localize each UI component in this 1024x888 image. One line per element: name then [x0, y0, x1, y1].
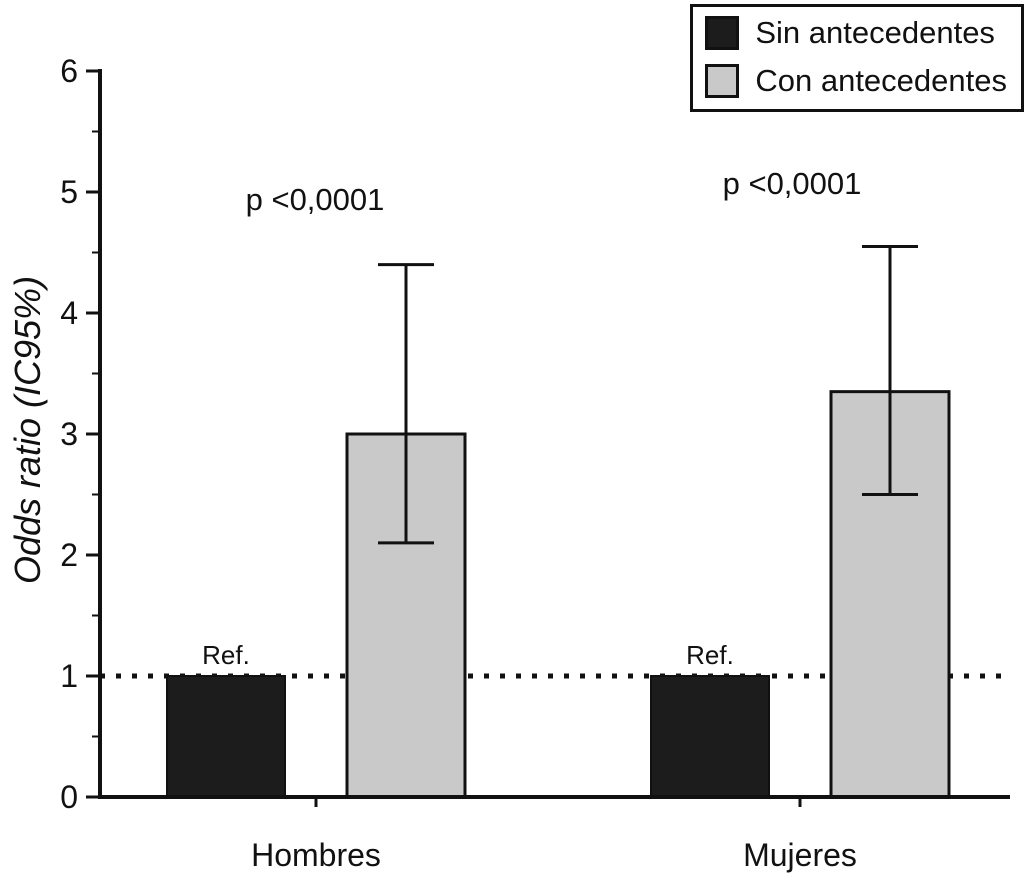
- y-tick-label: 6: [60, 53, 78, 89]
- p-value-annotation-mujeres: p <0,0001: [722, 166, 862, 201]
- legend-label-sin-antecedentes: Sin antecedentes: [755, 15, 995, 50]
- y-tick-label: 2: [60, 537, 78, 573]
- x-category-label-hombres: Hombres: [251, 837, 381, 873]
- p-value-annotation-hombres: p <0,0001: [245, 182, 385, 217]
- legend-label-con-antecedentes: Con antecedentes: [755, 63, 1007, 98]
- y-tick-label: 0: [60, 779, 78, 815]
- y-tick-label: 1: [60, 658, 78, 694]
- ref-label-hombres: Ref.: [202, 640, 250, 670]
- legend-item-sin-antecedentes: Sin antecedentes: [705, 15, 1007, 51]
- legend-swatch-black-icon: [705, 16, 740, 50]
- legend-item-con-antecedentes: Con antecedentes: [705, 63, 1007, 99]
- bar-sin-antecedentes-hombres: [166, 675, 286, 798]
- legend: Sin antecedentes Con antecedentes: [690, 4, 1024, 112]
- bar-sin-antecedentes-mujeres: [650, 675, 770, 798]
- y-tick-label: 3: [60, 416, 78, 452]
- ref-label-mujeres: Ref.: [686, 640, 734, 670]
- y-tick-label: 4: [60, 295, 78, 331]
- y-tick-label: 5: [60, 174, 78, 210]
- x-category-label-mujeres: Mujeres: [743, 837, 857, 873]
- legend-swatch-gray-icon: [705, 64, 740, 98]
